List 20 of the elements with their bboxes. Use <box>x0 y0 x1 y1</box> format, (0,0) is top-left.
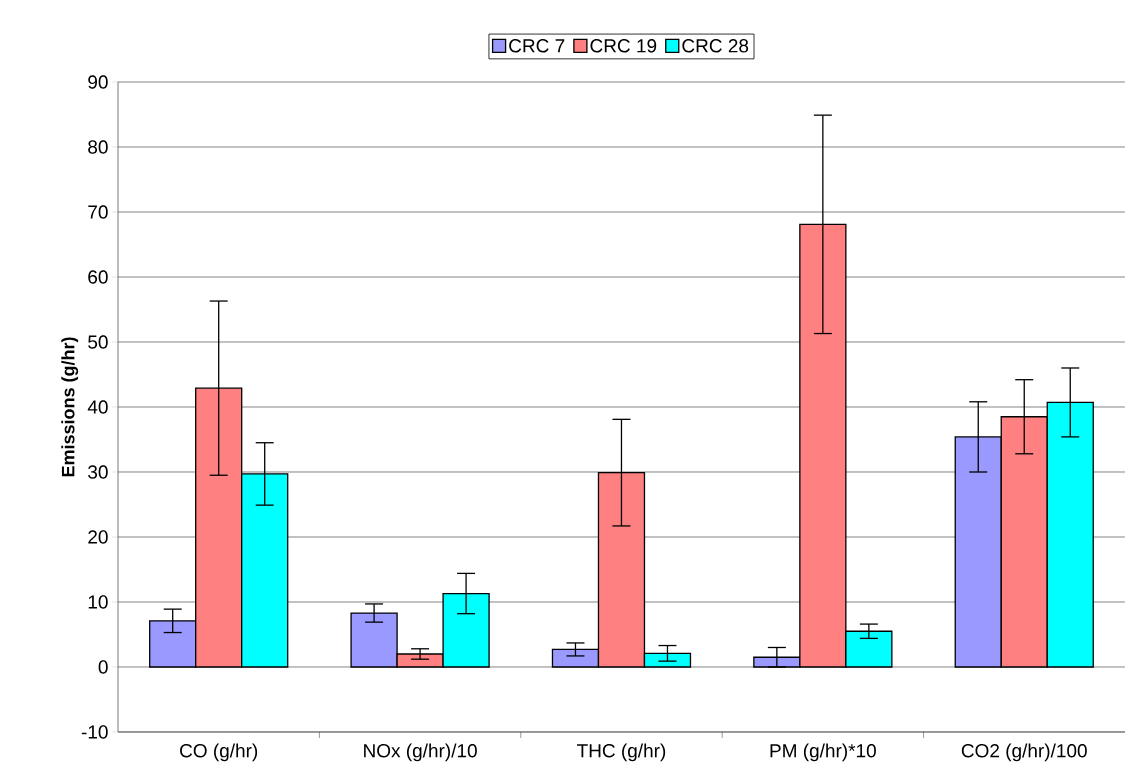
legend-label: CRC 7 <box>509 39 565 53</box>
y-tick-label: -10 <box>81 725 108 739</box>
y-tick-label: 20 <box>88 530 108 544</box>
y-tick-label: 40 <box>87 400 108 414</box>
legend-label: CRC 19 <box>590 39 657 53</box>
x-tick-label: NOx (g/hr)/10 <box>364 743 477 762</box>
y-tick-label: 80 <box>88 140 108 154</box>
y-tick-label: 0 <box>98 660 108 674</box>
x-tick-label: THC (g/hr) <box>577 743 666 762</box>
x-tick-label: CO2 (g/hr)/100 <box>961 743 1087 762</box>
y-tick-label: 60 <box>88 270 108 284</box>
x-tick-label: CO (g/hr) <box>180 743 258 762</box>
x-tick-label: PM (g/hr)*10 <box>770 743 876 762</box>
y-tick-label: 50 <box>88 335 108 349</box>
y-tick-label: 30 <box>88 465 108 479</box>
y-tick-label: 10 <box>88 595 108 609</box>
y-axis-title: Emissions (g/hr) <box>61 337 79 477</box>
y-tick-label: 90 <box>88 75 108 89</box>
legend-label: CRC 28 <box>682 39 749 53</box>
y-tick-label: 70 <box>88 205 108 219</box>
